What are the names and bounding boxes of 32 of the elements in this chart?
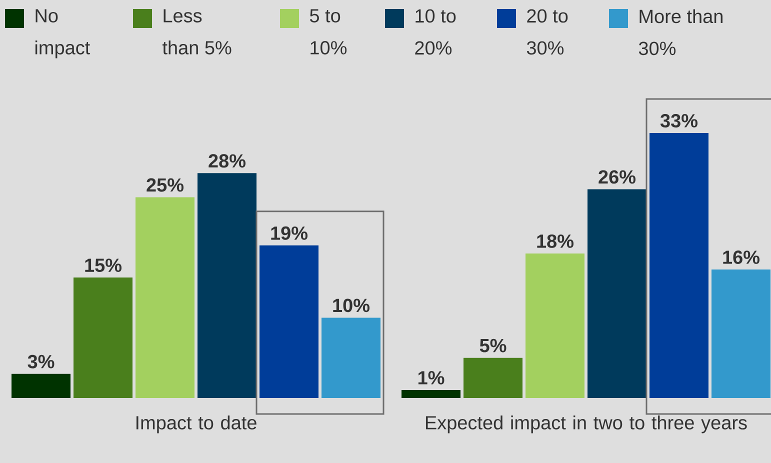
- bar: [322, 318, 381, 398]
- x-axis-title: Expected impact in two to three years: [426, 416, 747, 434]
- data-label: 15%: [85, 258, 122, 272]
- bar: [649, 133, 708, 398]
- category-label: 10 to 20%: [415, 9, 456, 55]
- bar: [136, 197, 195, 398]
- bar: [526, 253, 584, 398]
- category-label: More than 30%: [638, 9, 722, 56]
- x-axis-title: Impact to date: [136, 416, 256, 434]
- data-label: 1%: [418, 371, 444, 384]
- bar: [588, 189, 646, 398]
- data-label: 10%: [333, 298, 370, 312]
- data-label: 33%: [660, 114, 698, 128]
- bar: [12, 374, 71, 398]
- data-label: 5%: [480, 338, 506, 352]
- bar: [711, 270, 770, 398]
- data-label: 26%: [598, 170, 636, 184]
- category-label: Less than 5%: [162, 9, 232, 54]
- bar: [402, 390, 461, 398]
- data-label: 3%: [28, 354, 54, 368]
- data-label: 28%: [208, 154, 246, 168]
- data-label: 25%: [146, 178, 184, 192]
- category-label: No impact: [35, 9, 90, 58]
- category-label: 5 to 10%: [310, 9, 347, 54]
- bar: [464, 358, 522, 398]
- data-label: 19%: [271, 226, 308, 240]
- bar: [198, 173, 257, 398]
- bar: [74, 278, 133, 398]
- data-label: 18%: [537, 234, 574, 248]
- data-label: 16%: [723, 250, 760, 264]
- bar: [260, 245, 319, 398]
- category-label: 20 to 30%: [526, 9, 568, 55]
